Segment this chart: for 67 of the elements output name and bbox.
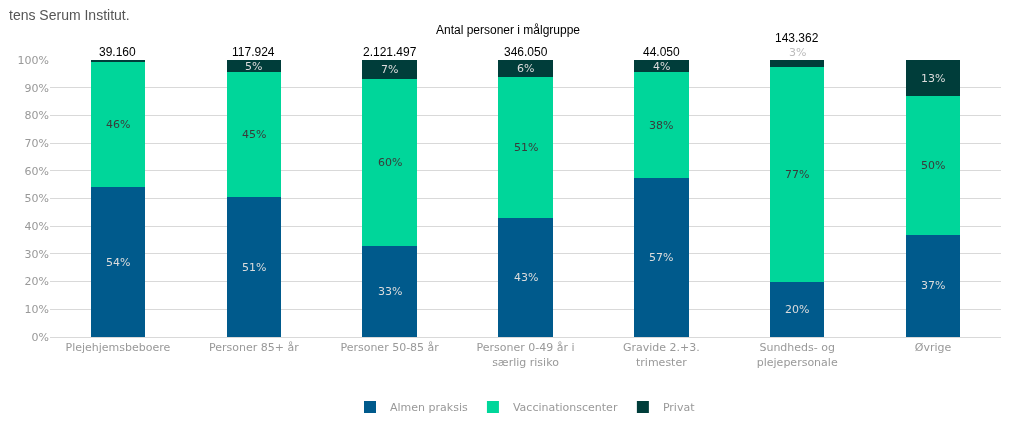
- bar: [498, 76, 553, 218]
- bar: [90, 61, 146, 188]
- annotation: 2.121.497: [363, 45, 417, 59]
- data-label: 6%: [517, 62, 535, 75]
- bar: [770, 281, 825, 337]
- bar: [770, 60, 825, 68]
- annotation: 346.050: [504, 45, 548, 59]
- y-tick-label: 80%: [24, 109, 49, 123]
- annotation: 143.362: [775, 31, 819, 45]
- y-tick-label: 100%: [17, 53, 49, 67]
- annotation: 117.924: [232, 45, 275, 59]
- y-tick-label: 20%: [24, 275, 49, 289]
- data-label: 46%: [106, 118, 131, 131]
- data-label: 7%: [381, 63, 399, 76]
- legend-label: Privat: [662, 401, 696, 415]
- x-tick-label: Gravide 2.+3. trimester: [622, 341, 700, 369]
- data-label: 77%: [785, 168, 810, 181]
- bar: [362, 60, 417, 80]
- text: tens Serum Institut.: [9, 7, 130, 23]
- data-label: 33%: [378, 285, 403, 298]
- data-label: 13%: [921, 72, 946, 85]
- y-tick-label: 90%: [24, 81, 49, 95]
- legend-label: Almen praksis: [390, 401, 468, 415]
- bar: [770, 67, 825, 282]
- x-tick-label: Øvrige: [914, 341, 952, 355]
- x-tick-label: Personer 0-49 år i særlig risiko: [476, 341, 575, 369]
- bar: [634, 178, 689, 337]
- data-label: 60%: [378, 156, 403, 169]
- data-label: 51%: [514, 141, 539, 154]
- bar: [362, 79, 417, 246]
- data-label: 20%: [785, 303, 810, 316]
- data-label: 45%: [242, 128, 267, 141]
- x-tick-label: Personer 50-85 år: [340, 341, 440, 355]
- data-label: 5%: [245, 60, 263, 73]
- y-tick-label: 60%: [24, 164, 49, 178]
- data-label: 54%: [106, 256, 131, 269]
- x-tick-label: Sundheds- og plejepersonale: [756, 341, 838, 369]
- bar: [226, 72, 281, 198]
- bar: [226, 197, 281, 337]
- bar: [634, 72, 689, 179]
- annotation: 44.050: [643, 45, 681, 59]
- data-label: 38%: [649, 119, 674, 132]
- x-tick-label: Plejehjemsbeboere: [65, 341, 171, 355]
- bar: [905, 60, 961, 97]
- chart-title: Antal personer i målgruppe: [435, 23, 581, 38]
- y-tick-label: 40%: [24, 220, 49, 234]
- bar: [905, 96, 961, 235]
- data-label: 37%: [921, 279, 946, 292]
- y-tick-label: 50%: [24, 192, 49, 206]
- bar: [498, 217, 553, 337]
- data-label: 3%: [789, 46, 807, 59]
- data-label: 57%: [649, 251, 674, 264]
- bar: [498, 60, 553, 77]
- bar: [90, 187, 146, 337]
- annotation: 39.160: [99, 45, 137, 59]
- bar: [905, 234, 961, 337]
- x-tick-label: Personer 85+ år: [208, 341, 300, 355]
- data-label: 4%: [653, 60, 671, 73]
- data-label: 51%: [242, 261, 267, 274]
- data-label: 50%: [921, 159, 946, 172]
- y-tick-label: 70%: [24, 136, 49, 150]
- bar: [362, 245, 417, 337]
- data-label: 43%: [514, 271, 539, 284]
- y-tick-label: 10%: [24, 303, 49, 317]
- y-tick-label: 30%: [24, 247, 49, 261]
- legend-label: Vaccinationscenter: [512, 401, 618, 415]
- y-tick-label: 0%: [31, 330, 49, 344]
